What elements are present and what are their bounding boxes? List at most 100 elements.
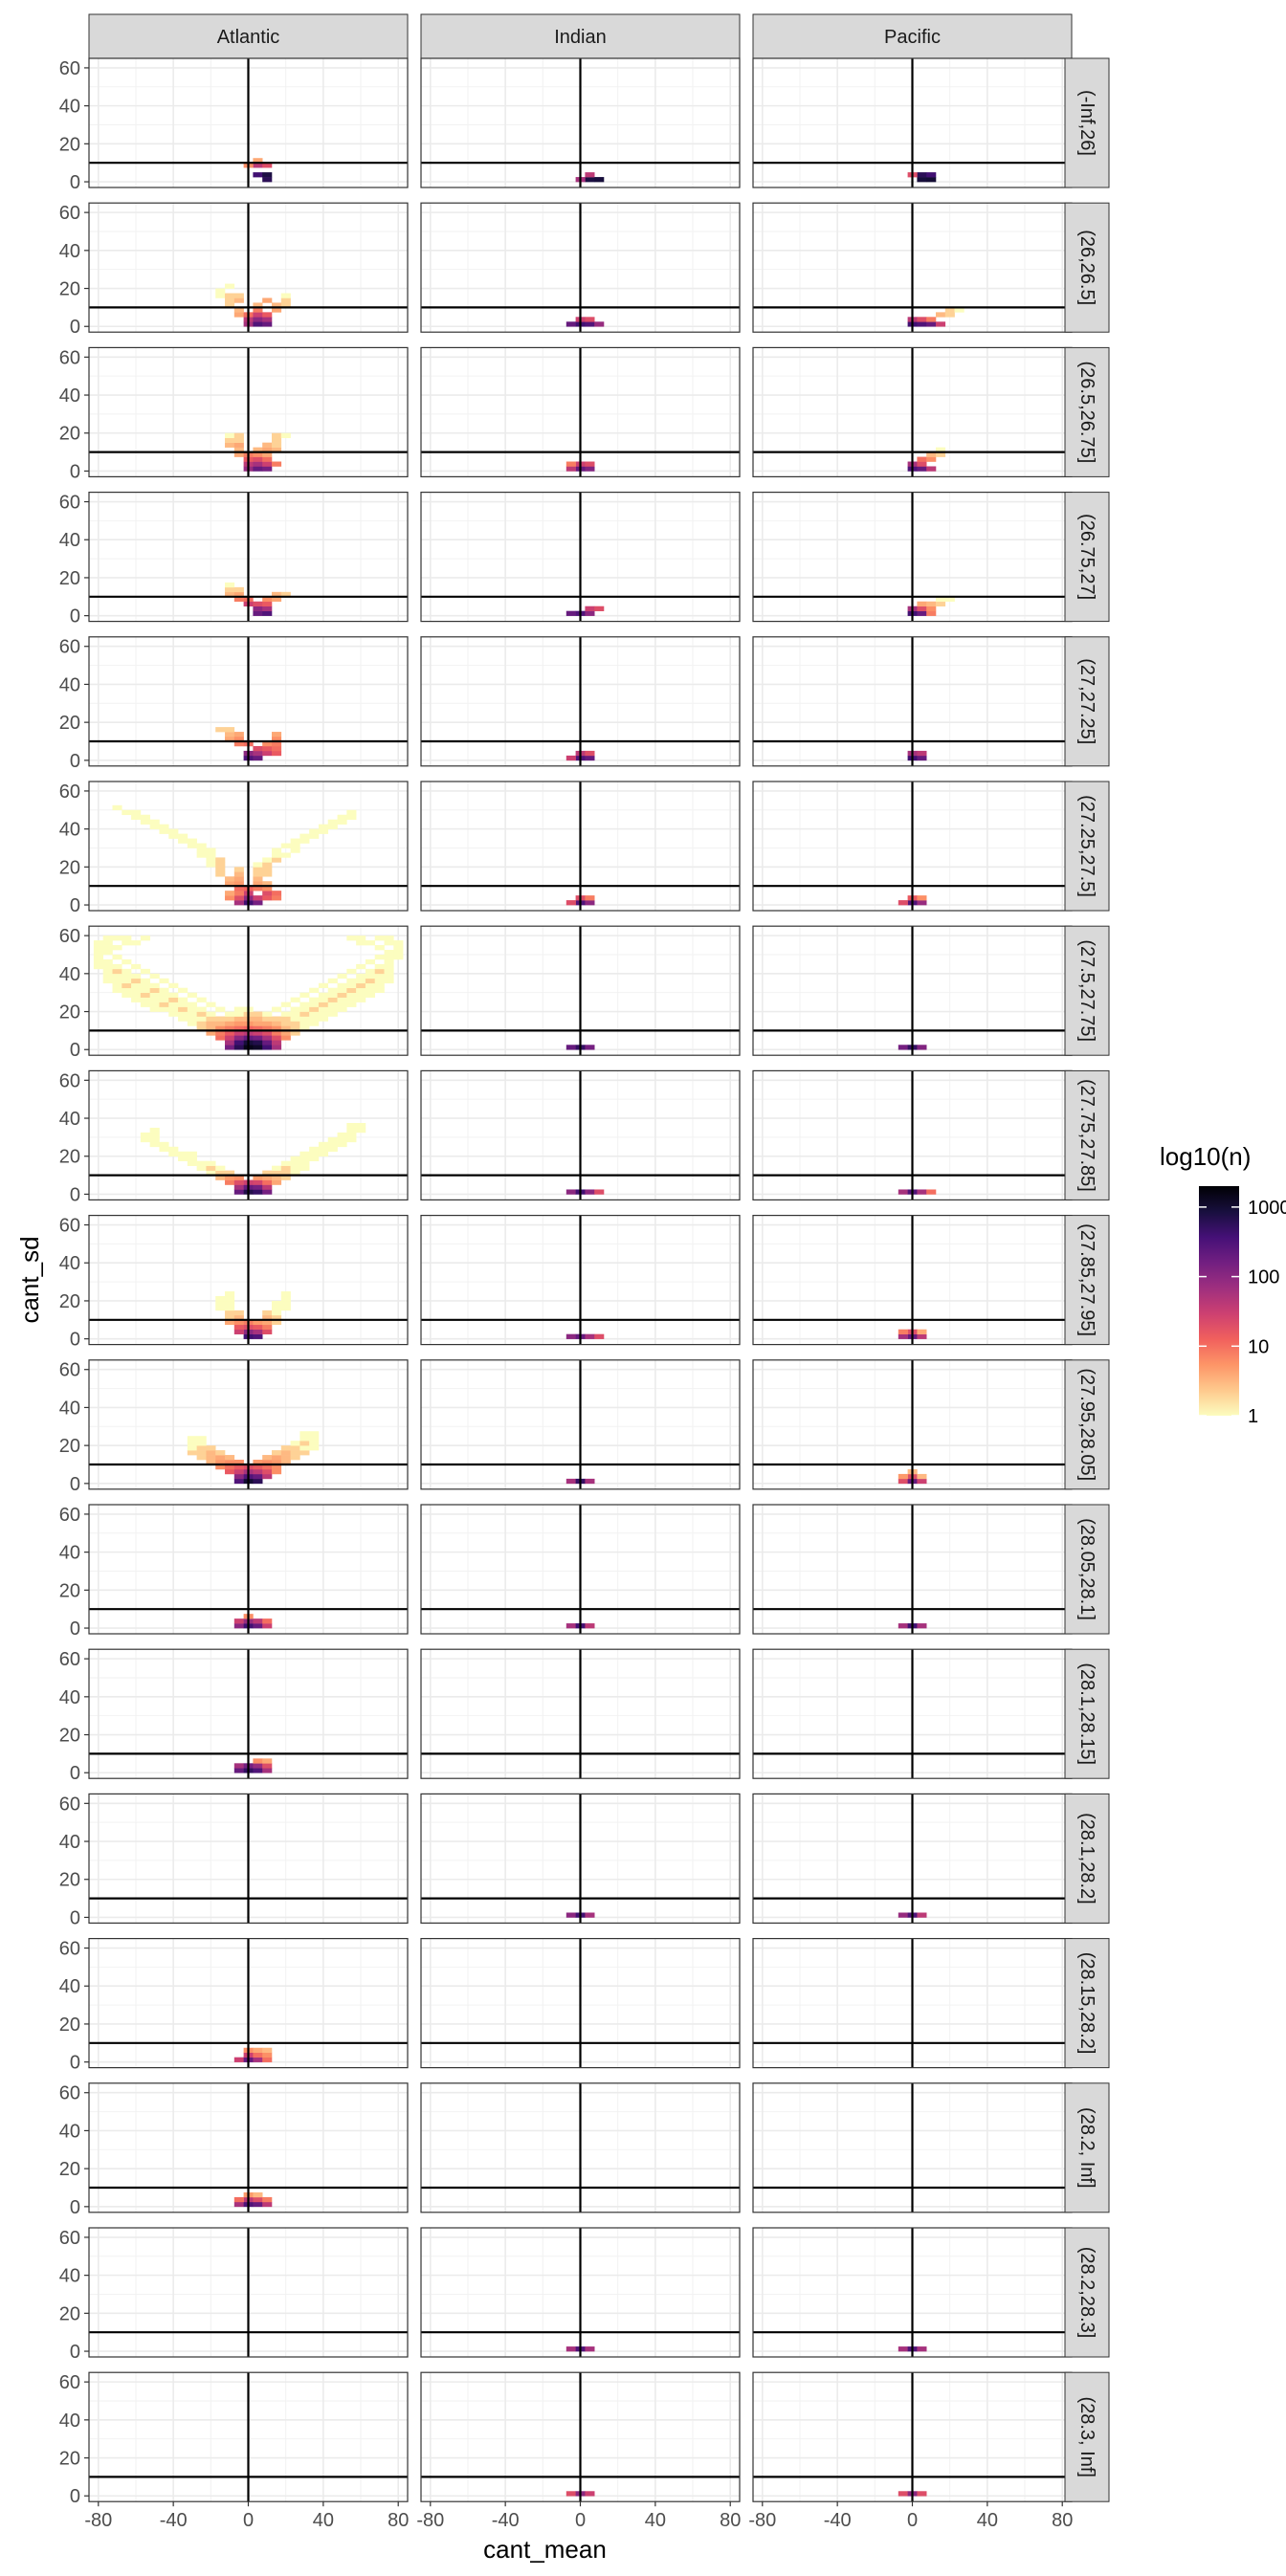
heatmap-tile — [299, 1011, 310, 1017]
facet-strip-row — [1064, 1069, 1110, 1200]
heatmap-tile — [253, 871, 263, 877]
heatmap-tile — [225, 727, 235, 733]
y-tick-label: 20 — [59, 134, 80, 155]
heatmap-tile — [102, 968, 113, 975]
panel-border — [420, 2082, 741, 2213]
y-tick-label: 40 — [59, 1253, 80, 1274]
heatmap-tile — [253, 605, 263, 611]
heatmap-tile — [225, 1291, 235, 1297]
heatmap-tile — [225, 1016, 235, 1022]
heatmap-tile — [271, 461, 282, 467]
heatmap-tile — [594, 605, 605, 611]
heatmap-tile — [271, 432, 282, 439]
heatmap-tile — [187, 992, 197, 998]
heatmap-tile — [196, 997, 207, 1002]
heatmap-tile — [131, 992, 142, 998]
panel-border — [420, 1359, 741, 1490]
heatmap-tile — [140, 978, 150, 984]
heatmap-tile — [102, 950, 113, 956]
heatmap-tile — [196, 1445, 207, 1451]
y-tick-label: 40 — [59, 2411, 80, 2432]
panel-border — [88, 2227, 409, 2358]
heatmap-tile — [299, 1431, 310, 1437]
heatmap-tile — [225, 1035, 235, 1041]
heatmap-tile — [280, 1295, 291, 1302]
heatmap-tile — [262, 1455, 273, 1461]
heatmap-tile — [374, 945, 385, 951]
heatmap-tile — [187, 1011, 197, 1017]
heatmap-tile — [112, 963, 122, 970]
heatmap-tile — [196, 1025, 207, 1031]
facet-strip-row — [1064, 2082, 1110, 2213]
y-tick-label: 60 — [59, 637, 80, 658]
heatmap-tile — [271, 1025, 282, 1031]
heatmap-tile — [318, 828, 329, 834]
heatmap-tile — [253, 456, 263, 462]
heatmap-tile — [384, 973, 394, 980]
heatmap-tile — [280, 1170, 291, 1176]
heatmap-tile — [384, 950, 394, 956]
heatmap-tile — [253, 1175, 263, 1180]
heatmap-tile — [168, 992, 179, 998]
heatmap-tile — [196, 1006, 207, 1012]
heatmap-tile — [356, 982, 366, 989]
heatmap-tile — [318, 1141, 329, 1148]
facet-strip-col-label: Indian — [554, 27, 607, 48]
heatmap-tile — [233, 871, 244, 877]
heatmap-tile — [225, 302, 235, 308]
heatmap-tile — [565, 1623, 576, 1629]
heatmap-tile — [327, 1002, 338, 1007]
heatmap-tile — [159, 1146, 169, 1153]
heatmap-tile — [233, 895, 244, 901]
heatmap-tile — [271, 1450, 282, 1456]
heatmap-tile — [215, 862, 226, 868]
heatmap-tile — [926, 317, 937, 322]
heatmap-tile — [178, 838, 188, 844]
heatmap-tile — [196, 843, 207, 848]
facet-strip-row-label: (27.95,28.05] — [1076, 1368, 1098, 1481]
heatmap-tile — [140, 819, 150, 825]
heatmap-tile — [225, 442, 235, 448]
heatmap-tile — [262, 1329, 273, 1334]
heatmap-tile — [253, 881, 263, 887]
heatmap-tile — [149, 819, 160, 825]
facet-strip-row — [1064, 1215, 1110, 1346]
heatmap-tile — [309, 1002, 320, 1007]
heatmap-tile — [262, 1763, 273, 1769]
heatmap-tile — [93, 950, 103, 956]
heatmap-tile — [149, 1132, 160, 1138]
heatmap-tile — [149, 992, 160, 998]
heatmap-tile — [262, 1473, 273, 1480]
y-tick-label: 0 — [70, 1330, 80, 1351]
heatmap-tile — [271, 740, 282, 747]
heatmap-tile — [112, 954, 122, 960]
heatmap-tile — [233, 900, 244, 906]
legend-label: 1000 — [1248, 1198, 1286, 1219]
heatmap-tile — [917, 172, 927, 178]
heatmap-tile — [168, 997, 179, 1002]
heatmap-tile — [215, 1175, 226, 1180]
heatmap-tile — [898, 1623, 908, 1629]
heatmap-tile — [149, 1136, 160, 1143]
heatmap-tile — [280, 1160, 291, 1166]
heatmap-tile — [122, 973, 132, 980]
heatmap-tile — [215, 1006, 226, 1012]
heatmap-tile — [159, 828, 169, 834]
heatmap-tile — [233, 1460, 244, 1465]
facet-strip-row-label: (26,26.5] — [1076, 230, 1098, 305]
heatmap-tile — [365, 958, 376, 965]
heatmap-tile — [384, 978, 394, 984]
facet-strip-row — [1064, 1648, 1110, 1779]
heatmap-tile — [233, 297, 244, 303]
y-tick-label: 20 — [59, 1436, 80, 1457]
panel-border — [88, 1504, 409, 1635]
heatmap-tile — [159, 997, 169, 1002]
heatmap-tile — [271, 1045, 282, 1050]
heatmap-tile — [365, 982, 376, 989]
heatmap-tile — [327, 1141, 338, 1148]
heatmap-tile — [233, 881, 244, 887]
y-tick-label: 60 — [59, 1505, 80, 1526]
heatmap-tile — [187, 1002, 197, 1007]
y-tick-label: 60 — [59, 782, 80, 803]
